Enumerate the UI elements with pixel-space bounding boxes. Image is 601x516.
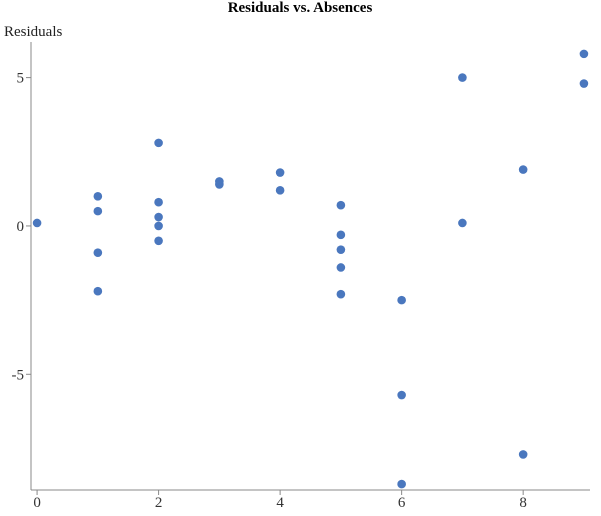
data-point — [275, 168, 285, 177]
y-tick-label: 0 — [17, 219, 25, 235]
data-point — [579, 79, 589, 88]
data-point — [518, 450, 528, 459]
x-tick-label: 6 — [398, 495, 406, 511]
data-point — [336, 289, 346, 299]
data-point — [336, 200, 346, 210]
data-point — [154, 197, 163, 207]
data-point — [458, 218, 467, 228]
data-point — [397, 390, 406, 400]
data-point — [93, 286, 103, 296]
chart-title: Residuals vs. Absences — [228, 0, 373, 16]
data-point — [154, 212, 163, 222]
data-point — [154, 236, 163, 246]
data-points — [32, 49, 589, 489]
data-point — [336, 245, 346, 254]
y-axis-ticks: 5 0 -5 — [12, 71, 31, 383]
data-point — [93, 248, 103, 257]
data-point — [93, 191, 103, 201]
data-point — [336, 230, 346, 240]
data-point — [518, 165, 528, 174]
data-point — [397, 479, 406, 489]
y-axis-label: Residuals — [4, 24, 62, 40]
x-tick-label: 0 — [33, 495, 41, 511]
data-point — [458, 73, 467, 82]
data-point — [397, 295, 406, 305]
data-point — [93, 206, 103, 216]
y-tick-label: 5 — [17, 71, 25, 87]
x-tick-label: 8 — [519, 495, 527, 511]
x-tick-label: 2 — [155, 495, 163, 511]
data-point — [215, 180, 224, 189]
data-point — [336, 263, 346, 272]
y-tick-label: -5 — [12, 367, 25, 383]
x-axis-ticks: 0 2 4 6 8 — [33, 490, 527, 511]
x-tick-label: 4 — [276, 495, 284, 511]
data-point — [275, 186, 285, 195]
data-point — [32, 218, 42, 228]
data-point — [579, 49, 589, 59]
data-point — [154, 221, 163, 231]
data-point — [154, 138, 163, 148]
